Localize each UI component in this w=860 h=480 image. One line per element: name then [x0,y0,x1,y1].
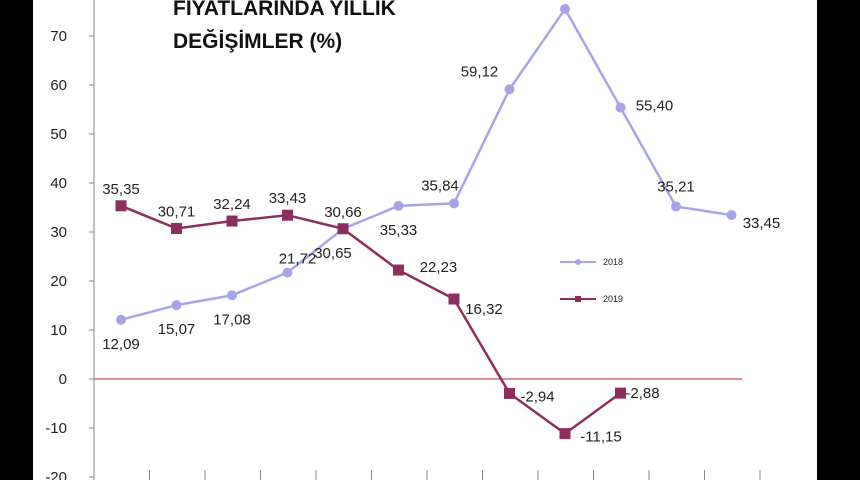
series-2018-point [393,200,404,211]
chart-title-line-1: FİYATLARINDA YILLIK [173,0,396,20]
data-label: 33,43 [269,190,307,207]
data-label: 35,21 [657,178,695,195]
data-label: 30,65 [314,245,352,262]
data-label: 32,24 [213,196,251,213]
chart-legend: 2018 2019 [560,257,623,304]
series-2018 [116,4,737,325]
data-label: 35,84 [421,177,459,194]
series-2019-point [282,209,293,221]
y-tick-label: 50 [50,126,67,143]
data-label: 30,66 [324,204,362,221]
series-2018-point [504,84,515,95]
data-label: 35,33 [380,222,418,239]
series-2019-line [120,204,622,435]
y-tick-label: 60 [50,77,67,94]
series-2019-point [559,428,571,440]
data-label: 35,35 [102,181,140,198]
series-2019-point [448,293,460,305]
chart-frame: FİYATLARINDA YILLIK DEĞİŞİMLER (%) [27,0,823,480]
data-label: -2,88 [625,385,659,402]
y-tick-label: 40 [50,175,67,192]
y-tick-label: 70 [50,28,67,45]
data-label: 15,07 [158,321,196,338]
chart-title-line-2: DEĞİŞİMLER (%) [173,30,343,53]
legend-label: 2019 [603,294,623,304]
data-label: 33,45 [743,215,781,232]
data-label: -2,94 [520,388,554,405]
y-tick-label: 20 [50,273,67,290]
series-2018-line [120,7,732,321]
series-2018-point [671,201,681,212]
series-2018-point [116,314,126,325]
data-label: 16,32 [465,301,503,318]
series-2018-point [726,210,737,221]
series-2019 [115,200,626,440]
series-2019-point [337,223,349,235]
series-2018-point [615,102,626,113]
legend-swatch-marker [575,296,581,302]
data-label: 22,23 [420,259,458,276]
chart-axes: -20 -10 0 10 20 30 40 50 60 70 [45,0,761,480]
y-tick-label: 0 [59,371,67,388]
legend-label: 2018 [603,257,623,267]
data-label: 12,09 [102,336,140,353]
series-2018-point [171,300,182,311]
series-2019-point [115,200,127,212]
y-tick-label: -20 [45,469,67,480]
chart-title: FİYATLARINDA YILLIK DEĞİŞİMLER (%) [173,0,396,58]
legend-swatch-marker [575,259,581,265]
series-2018-point [449,198,459,209]
series-2019-point [504,387,515,399]
data-label: 21,72 [279,251,317,268]
series-2018-point [282,267,293,278]
legend-item-2018: 2018 [560,257,623,267]
data-label: 59,12 [461,63,499,80]
data-label: -11,15 [580,429,621,446]
series-2019-point [615,387,626,399]
series-2018-point [560,4,570,15]
series-2019-point [226,215,238,227]
legend-item-2019: 2019 [560,294,623,304]
data-label: 17,08 [213,311,251,328]
data-label: 30,71 [158,204,196,221]
series-2018-point [227,290,237,301]
chart-series [115,4,737,440]
y-tick-label: 10 [50,322,67,339]
data-label: 55,40 [636,98,674,115]
series-2019-point [171,223,182,235]
y-tick-label: -10 [45,420,67,437]
y-tick-label: 30 [50,224,67,241]
series-2019-point [393,264,404,276]
